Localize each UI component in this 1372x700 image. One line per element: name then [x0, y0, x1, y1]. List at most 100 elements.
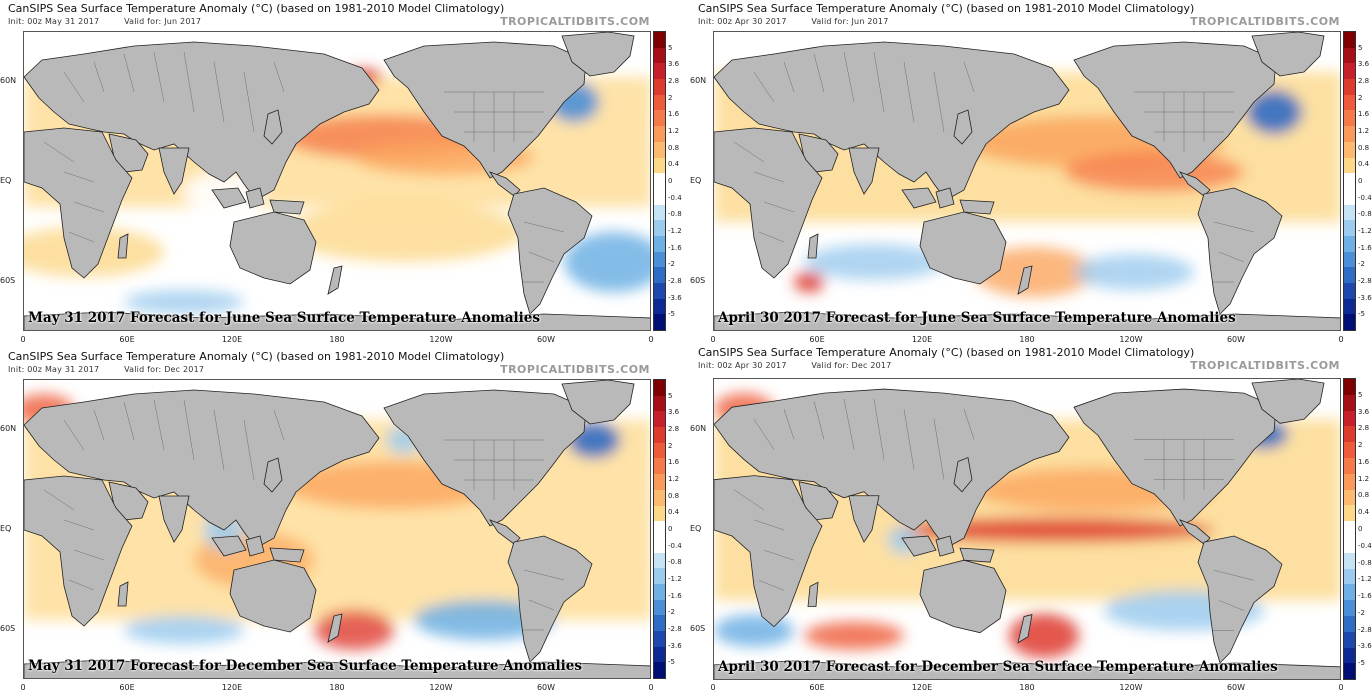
- colorbar-label: -3.6: [668, 293, 682, 302]
- init-time: Init: 00z Apr 30 2017: [698, 361, 787, 370]
- colorbar-segment: [1344, 505, 1355, 522]
- colorbar-label: -0.8: [1358, 210, 1372, 219]
- colorbar-segment: [1344, 442, 1355, 458]
- lat-label-60s: 60S: [0, 624, 16, 633]
- colorbar-label: -3.6: [668, 641, 682, 650]
- lon-label: 60W: [536, 683, 556, 692]
- colorbar-label: -1.2: [1358, 575, 1372, 584]
- colorbar-segment: [1344, 584, 1355, 601]
- panel-subtitle: Init: 00z May 31 2017 Valid for: Dec 201…: [8, 365, 204, 374]
- colorbar: [1343, 378, 1356, 680]
- colorbar-segment: [654, 314, 665, 331]
- colorbar-segment: [1344, 647, 1355, 664]
- panel-caption: May 31 2017 Forecast for December Sea Su…: [28, 658, 582, 674]
- colorbar: [653, 379, 666, 679]
- lon-label: 60W: [1226, 335, 1246, 344]
- colorbar-label: 0.8: [1358, 143, 1370, 152]
- colorbar-label: 0: [1358, 525, 1363, 533]
- panel-subtitle: Init: 00z May 31 2017 Valid for: Jun 201…: [8, 17, 201, 26]
- map-svg: [24, 32, 650, 330]
- lon-label: 180: [1019, 335, 1035, 344]
- lon-labels: 0 60E 120E 180 120W 60W 0: [20, 683, 653, 693]
- panel-caption: April 30 2017 Forecast for June Sea Surf…: [718, 310, 1236, 326]
- lon-label: 0: [20, 683, 26, 692]
- colorbar: [653, 31, 666, 331]
- lon-label: 120E: [911, 335, 933, 344]
- panel-caption: April 30 2017 Forecast for December Sea …: [718, 659, 1278, 675]
- colorbar-label: -1.2: [668, 575, 682, 583]
- colorbar-segment: [1344, 631, 1355, 648]
- colorbar-label: -2: [668, 608, 675, 617]
- lat-label-60s: 60S: [0, 276, 16, 285]
- colorbar-segment: [654, 380, 665, 396]
- colorbar-segment: [654, 615, 665, 631]
- colorbar-segment: [654, 552, 665, 569]
- colorbar-segment: [1344, 600, 1355, 616]
- colorbar-label: 1.2: [1358, 127, 1370, 135]
- colorbar-segment: [1344, 663, 1355, 680]
- colorbar-segment: [1344, 473, 1355, 490]
- colorbar-label: -2.8: [668, 277, 682, 285]
- colorbar-segment: [1344, 568, 1355, 585]
- colorbar-label: 1.6: [1358, 457, 1370, 466]
- colorbar-label: -2.8: [668, 625, 682, 633]
- colorbar-segment: [654, 251, 665, 268]
- colorbar-label: -0.8: [1358, 558, 1372, 567]
- init-time: Init: 00z May 31 2017: [8, 17, 100, 26]
- lon-label: 120W: [1119, 335, 1143, 344]
- colorbar-label: -5: [1358, 659, 1365, 668]
- lat-label-eq: EQ: [690, 524, 702, 533]
- colorbar-segment: [1344, 204, 1355, 221]
- colorbar-segment: [654, 235, 665, 252]
- colorbar-label: -2: [668, 260, 675, 269]
- colorbar-segment: [654, 411, 665, 428]
- panel-caption: May 31 2017 Forecast for June Sea Surfac…: [28, 310, 540, 326]
- lon-labels: 0 60E 120E 180 120W 60W 0: [710, 335, 1343, 345]
- map-svg: [714, 32, 1340, 330]
- init-time: Init: 00z May 31 2017: [8, 365, 100, 374]
- forecast-panel-december-may31: CanSIPS Sea Surface Temperature Anomaly …: [0, 348, 682, 698]
- colorbar-segment: [654, 173, 665, 189]
- colorbar-segment: [1344, 188, 1355, 205]
- colorbar-label: 2.8: [668, 77, 680, 85]
- lat-label-60s: 60S: [690, 276, 706, 285]
- colorbar-segment: [1344, 79, 1355, 95]
- panel-title: CanSIPS Sea Surface Temperature Anomaly …: [698, 2, 1195, 15]
- colorbar: [1343, 31, 1356, 331]
- colorbar-segment: [654, 662, 665, 679]
- colorbar-segment: [1344, 426, 1355, 443]
- colorbar-label: 0: [1358, 177, 1363, 185]
- colorbar-label: 1.6: [668, 110, 680, 119]
- lon-label: 0: [1338, 683, 1344, 692]
- lon-label: 120E: [221, 683, 243, 692]
- lon-label: 120E: [221, 335, 243, 344]
- colorbar-segment: [1344, 173, 1355, 189]
- valid-time: Valid for: Jun 2017: [811, 17, 889, 26]
- lon-labels: 0 60E 120E 180 120W 60W 0: [710, 683, 1344, 693]
- colorbar-label: -2: [1358, 260, 1365, 269]
- colorbar-label: 0.8: [668, 491, 680, 500]
- colorbar-segment: [654, 110, 665, 127]
- forecast-panel-june-apr30: CanSIPS Sea Surface Temperature Anomaly …: [690, 0, 1372, 350]
- colorbar-label: -0.8: [668, 210, 682, 219]
- colorbar-label: 0.8: [668, 143, 680, 152]
- colorbar-label: -0.4: [668, 193, 682, 202]
- colorbar-segment: [654, 521, 665, 537]
- colorbar-segment: [654, 489, 665, 506]
- colorbar-segment: [654, 94, 665, 111]
- lon-label: 0: [648, 335, 654, 344]
- lon-label: 120E: [911, 683, 933, 692]
- forecast-panel-june-may31: CanSIPS Sea Surface Temperature Anomaly …: [0, 0, 682, 350]
- colorbar-label: -0.8: [668, 558, 682, 567]
- colorbar-label: 5: [668, 391, 673, 400]
- colorbar-label: -3.6: [1358, 642, 1372, 651]
- colorbar-segment: [1344, 235, 1355, 252]
- lat-label-60n: 60N: [690, 76, 707, 85]
- lon-label: 0: [20, 335, 26, 344]
- colorbar-label: -5: [668, 310, 675, 319]
- colorbar-label: 2.8: [668, 425, 680, 433]
- colorbar-labels: 5 3.6 2.8 2 1.6 1.2 0.8 0.4 0 -0.4 -0.8 -1.2 -1.6 -2 -…: [668, 379, 682, 679]
- lon-label: 60W: [1226, 683, 1246, 692]
- lat-label-eq: EQ: [690, 176, 702, 185]
- lat-label-60n: 60N: [0, 76, 17, 85]
